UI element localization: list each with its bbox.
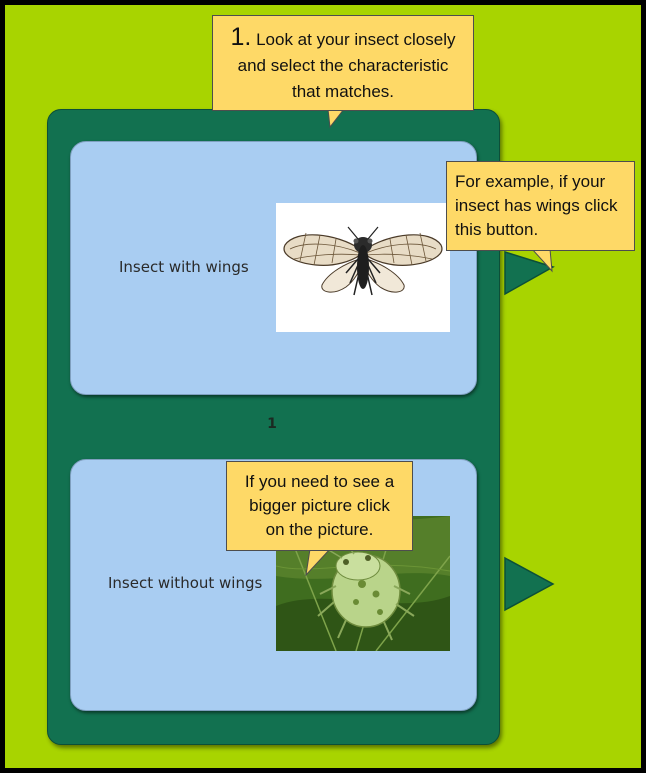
wings-tip-line-2: insect has wings click	[455, 196, 618, 215]
winged-insect-photo[interactable]	[276, 203, 450, 332]
instruction-line-3: that matches.	[291, 82, 395, 101]
callout-tail	[305, 549, 331, 577]
instruction-line-2: and select the characteristic	[237, 56, 449, 75]
wings-button-tip: For example, if your insect has wings cl…	[446, 161, 635, 251]
picture-tip-line-3: on the picture.	[265, 520, 374, 539]
wings-tip-line-3: this button.	[455, 220, 539, 239]
choice-with-wings[interactable]: Insect with wings	[70, 141, 477, 395]
wings-tip-line-1: For example, if your	[455, 172, 606, 191]
callout-tail	[327, 109, 345, 129]
step-number: 1.	[230, 23, 252, 51]
choice-label-without-wings: Insect without wings	[108, 574, 263, 592]
instruction-line-1: Look at your insect closely	[256, 30, 456, 49]
instruction-callout: 1. Look at your insect closely and selec…	[212, 15, 474, 111]
couplet-number: 1	[267, 416, 277, 432]
picture-tip: If you need to see a bigger picture clic…	[226, 461, 413, 551]
picture-tip-line-1: If you need to see a	[244, 472, 395, 491]
callout-tail	[531, 249, 553, 273]
next-arrow-without-wings[interactable]	[503, 556, 555, 612]
picture-tip-line-2: bigger picture click	[249, 496, 390, 515]
choice-label-with-wings: Insect with wings	[119, 258, 249, 276]
next-arrow-with-wings[interactable]	[503, 250, 555, 296]
